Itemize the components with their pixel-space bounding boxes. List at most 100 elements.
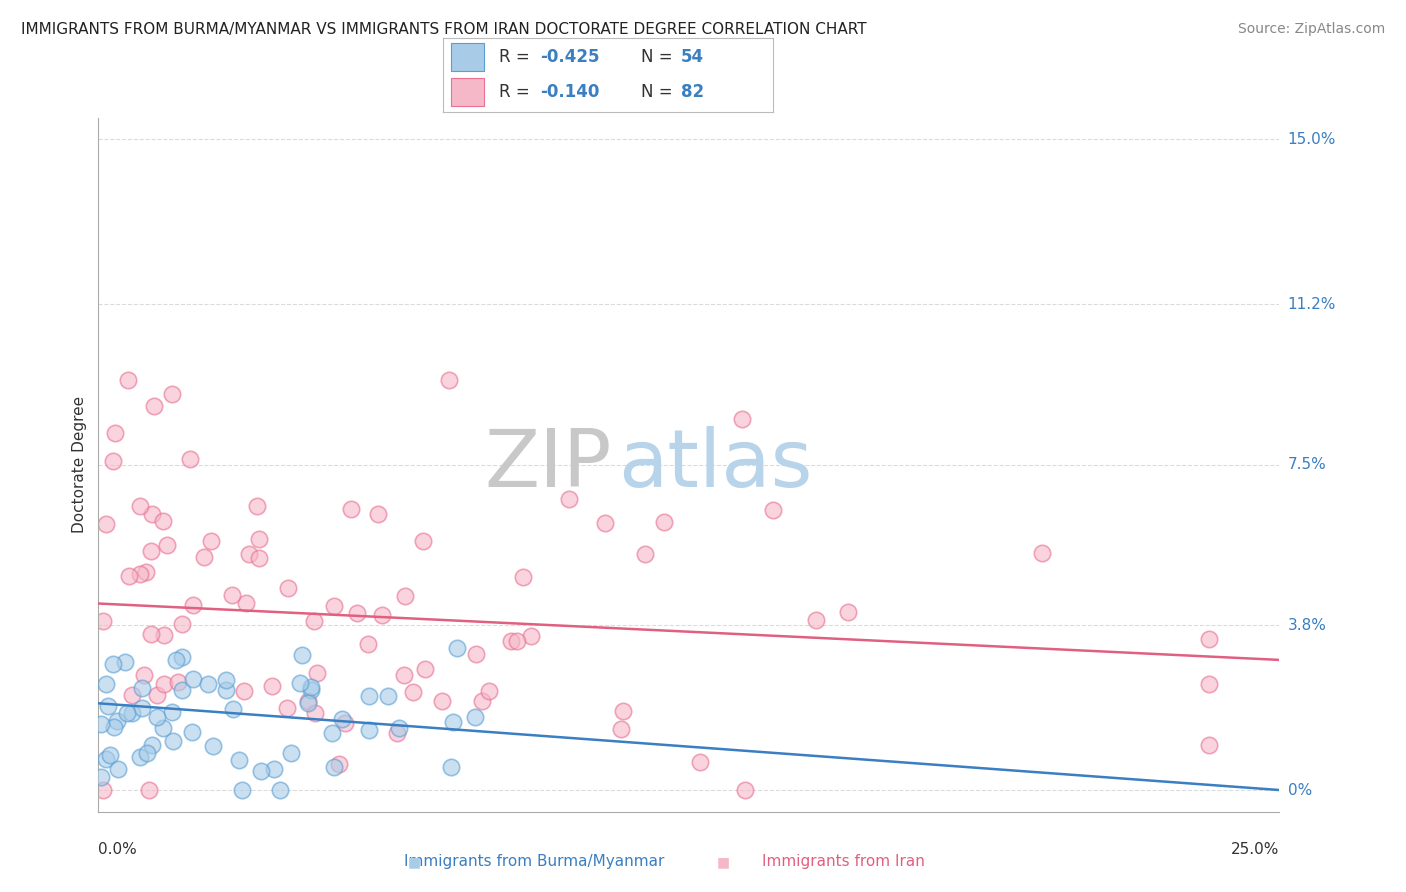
Point	[301, 680, 323, 694]
Point	[200, 533, 222, 548]
Point	[231, 783, 253, 797]
Point	[609, 722, 631, 736]
Point	[101, 657, 124, 671]
Text: 25.0%: 25.0%	[1232, 842, 1279, 857]
Point	[115, 706, 138, 720]
Point	[129, 499, 152, 513]
Point	[215, 673, 238, 688]
Point	[269, 783, 291, 797]
Point	[215, 683, 238, 698]
Point	[762, 502, 785, 516]
Point	[731, 411, 754, 425]
Point	[107, 762, 129, 776]
Point	[512, 570, 534, 584]
Point	[837, 605, 859, 619]
Point	[1198, 677, 1220, 691]
Point	[394, 668, 416, 682]
Point	[146, 688, 169, 702]
Point	[288, 676, 311, 690]
Text: 11.2%: 11.2%	[1288, 297, 1336, 311]
Point	[162, 386, 184, 401]
Point	[96, 751, 118, 765]
Point	[167, 675, 190, 690]
Point	[263, 762, 285, 776]
Point	[377, 689, 399, 703]
Point	[1031, 546, 1053, 560]
Point	[97, 699, 120, 714]
Point	[170, 616, 193, 631]
Point	[297, 693, 319, 707]
Text: atlas: atlas	[619, 425, 813, 504]
Point	[170, 683, 193, 698]
Point	[90, 770, 112, 784]
Point	[170, 650, 193, 665]
Point	[94, 677, 117, 691]
Point	[464, 647, 486, 661]
Point	[1198, 632, 1220, 647]
Point	[107, 714, 129, 729]
Point	[302, 614, 325, 628]
Point	[297, 696, 319, 710]
Point	[232, 683, 254, 698]
Point	[121, 706, 143, 721]
Point	[138, 783, 160, 797]
Text: -0.425: -0.425	[540, 48, 600, 66]
Point	[519, 630, 541, 644]
Point	[260, 679, 283, 693]
Point	[689, 755, 711, 769]
Point	[333, 716, 356, 731]
Point	[401, 685, 423, 699]
Point	[235, 596, 257, 610]
Point	[165, 653, 187, 667]
Point	[221, 588, 243, 602]
Point	[593, 516, 616, 531]
Point	[146, 710, 169, 724]
Point	[356, 637, 378, 651]
Point	[280, 746, 302, 760]
Point	[104, 425, 127, 440]
Point	[634, 547, 657, 561]
Point	[141, 738, 163, 752]
Point	[117, 372, 139, 386]
Point	[103, 720, 125, 734]
Point	[152, 721, 174, 735]
Point	[299, 683, 322, 698]
Point	[437, 373, 460, 387]
Point	[357, 723, 380, 738]
Text: Immigrants from Burma/Myanmar: Immigrants from Burma/Myanmar	[404, 854, 665, 869]
Point	[139, 627, 162, 641]
Point	[323, 760, 346, 774]
Point	[202, 739, 225, 753]
Point	[114, 655, 136, 669]
Point	[305, 665, 328, 680]
Text: N =: N =	[641, 48, 678, 66]
Y-axis label: Doctorate Degree: Doctorate Degree	[72, 396, 87, 533]
Text: -0.140: -0.140	[540, 83, 600, 101]
Text: Immigrants from Iran: Immigrants from Iran	[762, 854, 925, 869]
Point	[734, 783, 756, 797]
Text: Source: ZipAtlas.com: Source: ZipAtlas.com	[1237, 22, 1385, 37]
Point	[193, 550, 215, 565]
Point	[181, 598, 204, 612]
Point	[162, 734, 184, 748]
Point	[304, 706, 326, 721]
Point	[385, 726, 408, 740]
Point	[440, 760, 463, 774]
Point	[228, 753, 250, 767]
Point	[249, 764, 271, 779]
Point	[464, 710, 486, 724]
Text: 0.0%: 0.0%	[98, 842, 138, 857]
Point	[291, 648, 314, 662]
Text: R =: R =	[499, 48, 536, 66]
Point	[388, 721, 411, 735]
Point	[121, 688, 143, 702]
Point	[180, 725, 202, 739]
Point	[153, 628, 176, 642]
Text: 15.0%: 15.0%	[1288, 132, 1336, 147]
Point	[1198, 739, 1220, 753]
Point	[96, 516, 118, 531]
Point	[412, 533, 434, 548]
Point	[558, 492, 581, 507]
Point	[321, 726, 343, 740]
Point	[332, 712, 354, 726]
